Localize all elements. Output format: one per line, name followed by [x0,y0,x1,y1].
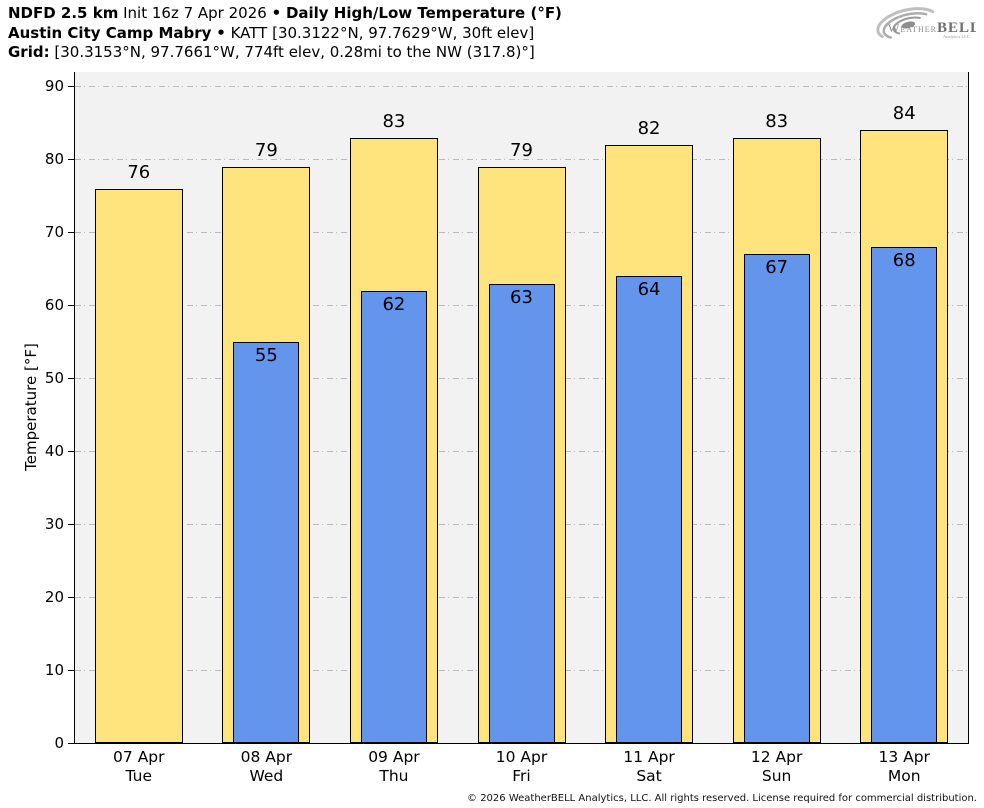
x-axis-category-label: 09 Apr Thu [339,748,449,786]
x-label-date: 11 Apr [623,748,675,766]
header-line-1: NDFD 2.5 km Init 16z 7 Apr 2026 • Daily … [8,4,562,24]
model-name: NDFD 2.5 km [8,4,119,22]
x-label-date: 07 Apr [113,748,165,766]
x-label-day: Sun [761,767,792,785]
y-tick-mark [68,86,75,88]
weatherbell-logo: WeatherBELL Analytics LLC [876,7,976,39]
y-tick-label: 70 [44,222,64,241]
grid-label: Grid: [8,43,50,61]
y-tick-label: 60 [44,295,64,314]
low-value-label: 62 [382,293,406,315]
weatherbell-swirl-icon [876,7,935,39]
low-bar [233,341,300,743]
x-axis-category-label: 10 Apr Fri [467,748,577,786]
svg-text:WeatherBELL: WeatherBELL [888,20,976,36]
station-name: Austin City Camp Mabry [8,23,212,42]
y-tick-label: 0 [54,733,64,752]
y-tick-mark [68,596,75,598]
gridline [75,159,968,161]
x-label-date: 10 Apr [495,748,548,766]
y-tick-label: 20 [44,587,64,606]
y-tick-mark [68,377,75,379]
bullet-separator: • [216,23,226,42]
y-tick-mark [68,231,75,233]
low-value-label: 63 [510,286,533,308]
y-tick-mark [68,669,75,671]
x-axis-category-label: 11 Apr Sat [594,748,704,786]
high-value-label: 83 [382,110,406,132]
low-bar [871,247,938,743]
low-value-label: 67 [765,257,789,279]
high-bar [94,188,183,743]
bullet-separator: • [271,4,282,22]
y-tick-mark [68,742,75,744]
x-axis-bottom-spine [74,743,970,745]
y-tick-mark [68,450,75,452]
chart-title: Daily High/Low Temperature (°F) [285,4,562,22]
high-value-label: 84 [892,103,916,125]
gridline [75,86,968,88]
y-tick-mark [68,304,75,306]
logo-bell-text: BELL [937,20,976,36]
header-line-3: Grid: [30.3153°N, 97.7661°W, 774ft elev,… [8,43,562,63]
low-value-label: 68 [892,250,916,272]
x-label-date: 12 Apr [750,748,803,766]
high-value-label: 82 [637,117,661,139]
logo-subtext: Analytics LLC [943,34,970,39]
y-axis-right-spine [968,72,970,744]
x-axis-category-label: 12 Apr Sun [722,748,832,786]
grid-details: [30.3153°N, 97.7661°W, 774ft elev, 0.28m… [54,43,535,61]
y-tick-label: 30 [44,514,64,533]
low-bar [360,290,427,743]
x-label-day: Wed [249,767,284,785]
x-label-date: 08 Apr [240,748,293,766]
init-time: Init 16z 7 Apr 2026 [123,4,267,22]
y-axis-left-spine [74,72,76,744]
y-tick-mark [68,523,75,525]
low-value-label: 64 [637,279,661,301]
station-details: KATT [30.3122°N, 97.7629°W, 30ft elev] [230,23,535,42]
x-label-day: Tue [125,767,153,785]
y-tick-label: 40 [44,441,64,460]
y-tick-label: 80 [44,150,64,169]
low-bar [743,254,810,743]
x-label-day: Fri [512,767,531,785]
low-bar [616,276,683,743]
high-value-label: 79 [510,139,533,161]
y-tick-label: 90 [44,77,64,96]
x-label-date: 09 Apr [368,748,420,766]
header-line-2: Austin City Camp Mabry • KATT [30.3122°N… [8,24,562,44]
high-value-label: 83 [765,110,789,132]
x-label-date: 13 Apr [878,748,930,766]
x-label-day: Mon [887,767,921,785]
copyright-text: © 2026 WeatherBELL Analytics, LLC. All r… [467,793,977,804]
chart-header: NDFD 2.5 km Init 16z 7 Apr 2026 • Daily … [8,4,562,63]
x-axis-category-label: 13 Apr Mon [849,748,959,786]
x-axis-category-label: 07 Apr Tue [84,748,194,786]
low-value-label: 55 [254,344,278,366]
y-axis-label: Temperature [°F] [22,343,40,471]
x-label-day: Sat [636,767,662,785]
y-tick-label: 50 [44,368,64,387]
y-tick-mark [68,159,75,161]
y-tick-label: 10 [44,660,64,679]
high-value-label: 79 [254,139,278,161]
logo-weather-text: Weather [888,21,937,35]
x-label-day: Thu [379,767,409,785]
x-axis-category-label: 08 Apr Wed [211,748,321,786]
low-bar [488,283,555,743]
high-value-label: 76 [127,161,151,183]
